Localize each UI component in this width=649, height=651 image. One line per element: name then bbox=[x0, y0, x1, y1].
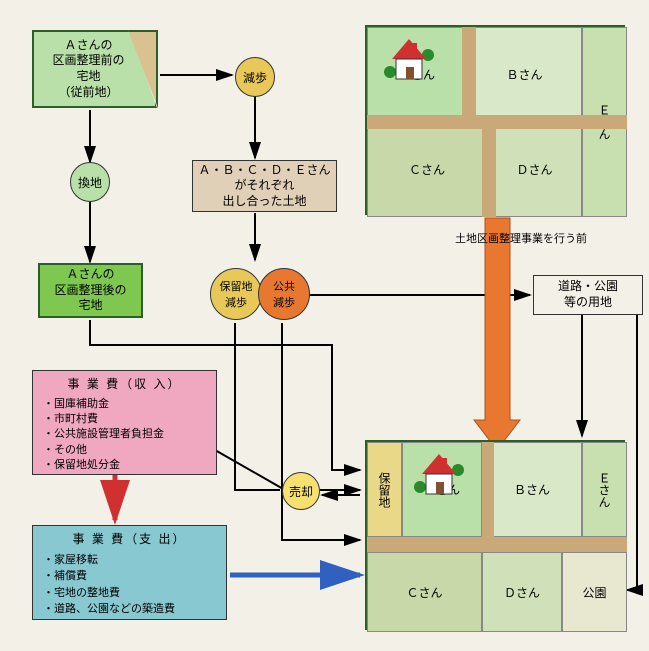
node-expense: 事 業 費（支 出） ・家屋移転・補償費・宅地の整地費・道路、公園などの築造費 bbox=[32, 525, 227, 620]
plot-D: Ｄさん bbox=[482, 552, 562, 632]
node-income-items: ・国庫補助金・市町村費・公共施設管理者負担金・その他・保留地処分金 bbox=[43, 397, 206, 474]
plot-park: 公園 bbox=[562, 552, 627, 632]
house-icon bbox=[382, 37, 437, 90]
house-icon bbox=[412, 452, 467, 505]
node-genbu-text: 減歩 bbox=[243, 69, 267, 86]
node-genbu: 減歩 bbox=[235, 57, 275, 97]
node-pooled: Ａ・Ｂ・Ｃ・Ｄ・Ｅさん がそれぞれ 出し合った土地 bbox=[192, 160, 337, 212]
node-kanchi: 換地 bbox=[70, 162, 110, 202]
node-horyu-genbu-text: 保留地 減歩 bbox=[220, 278, 253, 310]
node-expense-items: ・家屋移転・補償費・宅地の整地費・道路、公園などの築造費 bbox=[43, 552, 216, 618]
plot-C: Ｃさん bbox=[367, 552, 482, 632]
plot-horyu: 保留地 bbox=[367, 442, 402, 537]
node-horyu-genbu: 保留地 減歩 bbox=[210, 268, 262, 320]
node-after-lot: Ａさんの 区画整理後の 宅地 bbox=[38, 263, 143, 318]
node-roads-parks: 道路・公園 等の用地 bbox=[533, 275, 643, 315]
plot-D: Ｄさん bbox=[487, 122, 582, 217]
road bbox=[367, 537, 627, 552]
node-roads-parks-text: 道路・公園 等の用地 bbox=[558, 279, 618, 310]
node-baikyaku: 売却 bbox=[282, 472, 320, 510]
plot-B: Ｂさん bbox=[467, 27, 582, 122]
node-baikyaku-text: 売却 bbox=[289, 483, 313, 500]
node-income-title: 事 業 費（収 入） bbox=[43, 377, 206, 393]
plot-E: Ｅさん bbox=[582, 442, 627, 537]
node-income: 事 業 費（収 入） ・国庫補助金・市町村費・公共施設管理者負担金・その他・保留… bbox=[32, 370, 217, 475]
node-kokyo-genbu: 公共 減歩 bbox=[258, 268, 310, 320]
map-after: 保留地ＡさんＢさんＥさんＣさんＤさん公園 bbox=[365, 440, 625, 630]
map-before: ＡさんＢさんＥさんＣさんＤさん bbox=[365, 25, 625, 215]
node-expense-title: 事 業 費（支 出） bbox=[43, 532, 216, 548]
node-pooled-text: Ａ・Ｂ・Ｃ・Ｄ・Ｅさん がそれぞれ 出し合った土地 bbox=[198, 163, 330, 210]
node-after-lot-text: Ａさんの 区画整理後の 宅地 bbox=[54, 267, 126, 314]
road bbox=[482, 122, 496, 217]
plot-B: Ｂさん bbox=[482, 442, 582, 537]
node-kokyo-genbu-text: 公共 減歩 bbox=[273, 278, 295, 310]
node-kanchi-text: 換地 bbox=[78, 174, 102, 191]
plot-C: Ｃさん bbox=[367, 122, 487, 217]
road bbox=[367, 115, 627, 129]
map-before-caption: 土地区画整理事業を行う前 bbox=[455, 230, 587, 246]
node-before-lot-text: Ａさんの 区画整理前の 宅地 （従前地） bbox=[52, 38, 136, 100]
road bbox=[482, 442, 494, 537]
road bbox=[462, 27, 476, 122]
